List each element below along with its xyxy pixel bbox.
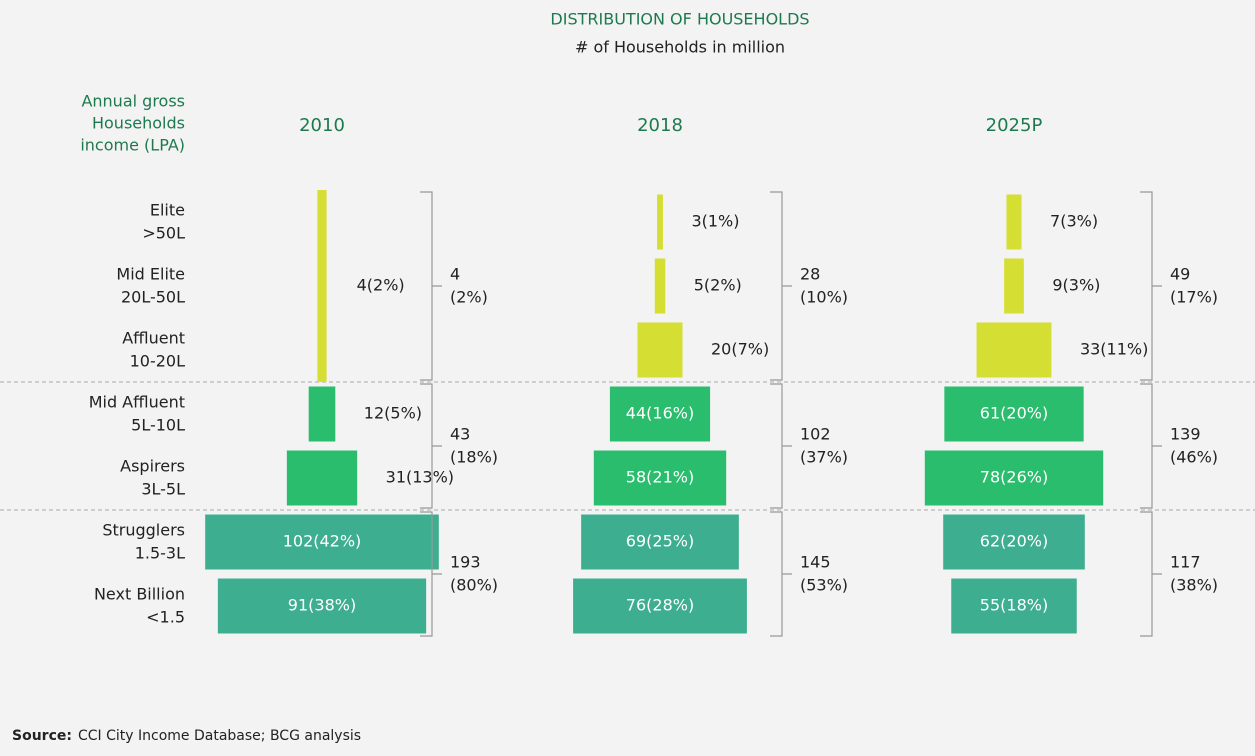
- source-text: CCI City Income Database; BCG analysis: [78, 728, 361, 744]
- bar: [975, 321, 1053, 379]
- bar: [942, 513, 1086, 571]
- category-label: Aspirers: [120, 457, 185, 476]
- bar: [653, 257, 667, 315]
- value-label: 3(1%): [691, 212, 739, 231]
- group-share: (53%): [800, 576, 848, 595]
- category-label: Next Billion: [94, 585, 185, 604]
- bracket: [1140, 191, 1162, 381]
- value-label: 20(7%): [711, 340, 769, 359]
- row-header: Annual gross: [81, 92, 185, 111]
- bar: [636, 321, 684, 379]
- value-label: 91(38%): [288, 596, 356, 615]
- bar: [656, 193, 664, 251]
- value-label: 58(21%): [626, 468, 694, 487]
- value-label: 44(16%): [626, 404, 694, 423]
- group-share: (80%): [450, 576, 498, 595]
- value-label: 9(3%): [1052, 276, 1100, 295]
- category-label: <1.5: [146, 608, 185, 627]
- bar: [572, 577, 748, 635]
- bar: [950, 577, 1078, 635]
- bar: [592, 449, 728, 507]
- group-share: (38%): [1170, 576, 1218, 595]
- category-label: 5L-10L: [131, 416, 185, 435]
- value-label: 5(2%): [694, 276, 742, 295]
- bar: [307, 385, 337, 443]
- value-label: 102(42%): [283, 532, 362, 551]
- value-label: 69(25%): [626, 532, 694, 551]
- category-label: Mid Affluent: [89, 393, 185, 412]
- value-label: 78(26%): [980, 468, 1048, 487]
- chart-subtitle: # of Households in million: [575, 38, 785, 57]
- bar: [943, 385, 1085, 443]
- category-label: 3L-5L: [141, 480, 185, 499]
- category-label: 20L-50L: [121, 288, 185, 307]
- row-header: Households: [92, 114, 185, 133]
- category-label: 10-20L: [130, 352, 185, 371]
- chart-title: DISTRIBUTION OF HOUSEHOLDS: [550, 10, 809, 29]
- bar: [204, 513, 440, 571]
- group-share: (18%): [450, 448, 498, 467]
- bar: [317, 190, 327, 382]
- value-label: 4(2%): [357, 276, 405, 295]
- value-label: 55(18%): [980, 596, 1048, 615]
- category-label: >50L: [142, 224, 185, 243]
- series-label: 2010: [299, 115, 345, 136]
- series-label: 2018: [637, 115, 683, 136]
- group-share: (17%): [1170, 288, 1218, 307]
- category-label: Strugglers: [102, 521, 185, 540]
- group-share: (2%): [450, 288, 488, 307]
- group-total: 4: [450, 265, 460, 284]
- bracket: [1140, 383, 1162, 509]
- category-label: 1.5-3L: [135, 544, 185, 563]
- group-total: 43: [450, 425, 470, 444]
- group-total: 28: [800, 265, 820, 284]
- category-label: Affluent: [122, 329, 185, 348]
- bracket: [1140, 511, 1162, 637]
- bar: [285, 449, 359, 507]
- group-share: (10%): [800, 288, 848, 307]
- value-label: 62(20%): [980, 532, 1048, 551]
- value-label: 31(13%): [386, 468, 454, 487]
- bar: [1005, 193, 1023, 251]
- bracket: [770, 191, 792, 381]
- value-label: 61(20%): [980, 404, 1048, 423]
- category-label: Mid Elite: [116, 265, 185, 284]
- group-total: 139: [1170, 425, 1201, 444]
- value-label: 12(5%): [364, 404, 422, 423]
- category-label: Elite: [150, 201, 185, 220]
- bracket: [420, 191, 442, 381]
- bracket: [420, 383, 442, 509]
- value-label: 33(11%): [1080, 340, 1148, 359]
- value-label: 76(28%): [626, 596, 694, 615]
- bar: [216, 577, 428, 635]
- bar: [580, 513, 740, 571]
- group-total: 117: [1170, 553, 1201, 572]
- bracket: [770, 383, 792, 509]
- row-header: income (LPA): [80, 136, 185, 155]
- group-total: 193: [450, 553, 481, 572]
- value-label: 7(3%): [1050, 212, 1098, 231]
- source-label: Source:: [12, 728, 72, 744]
- bracket: [770, 511, 792, 637]
- group-total: 102: [800, 425, 831, 444]
- group-share: (37%): [800, 448, 848, 467]
- series-label: 2025P: [986, 115, 1043, 136]
- group-share: (46%): [1170, 448, 1218, 467]
- bar: [923, 449, 1105, 507]
- bracket: [420, 511, 442, 637]
- group-total: 145: [800, 553, 831, 572]
- bar: [608, 385, 712, 443]
- group-total: 49: [1170, 265, 1190, 284]
- bar: [1003, 257, 1025, 315]
